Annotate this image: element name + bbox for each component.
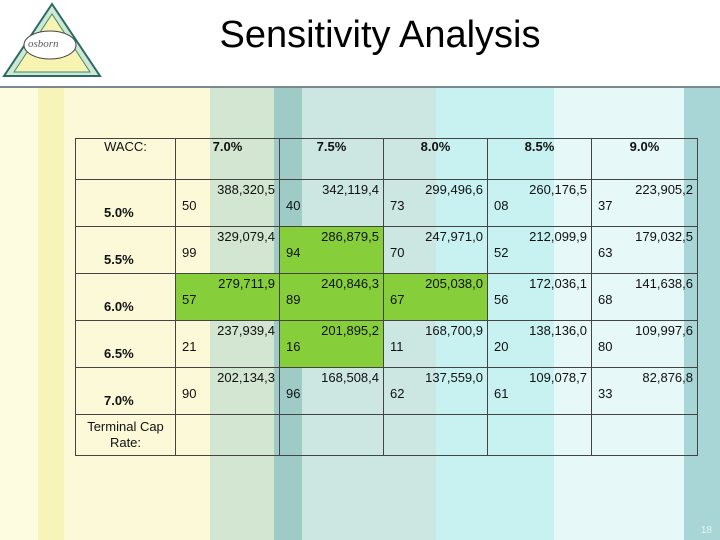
table-row: 7.0% 202,134,3 90 168,508,4 96 137,559,0 62…	[76, 368, 698, 415]
table-row: 5.5% 329,079,4 99 286,879,5 94 247,971,0 70…	[76, 227, 698, 274]
empty-cell	[384, 415, 488, 456]
wacc-column-header: 8.5%	[488, 139, 592, 180]
background-band-yellow	[38, 88, 64, 540]
empty-cell	[488, 415, 592, 456]
wacc-label: WACC:	[76, 139, 176, 180]
value-cell: 223,905,2 37	[592, 180, 698, 227]
table-row: 6.5% 237,939,4 21 201,895,2 16 168,700,9 11…	[76, 321, 698, 368]
terminal-row: Terminal Cap Rate:	[76, 415, 698, 456]
value-cell: 141,638,6 68	[592, 274, 698, 321]
slide-title: Sensitivity Analysis	[110, 14, 650, 57]
terminal-cap-rate-label: Terminal Cap Rate:	[76, 415, 176, 456]
logo-text: osborn	[28, 38, 59, 50]
wacc-column-header: 7.0%	[176, 139, 280, 180]
value-cell: 179,032,5 63	[592, 227, 698, 274]
table-row: 5.0% 388,320,5 50 342,119,4 40 299,496,6 73…	[76, 180, 698, 227]
wacc-column-header: 9.0%	[592, 139, 698, 180]
empty-cell	[592, 415, 698, 456]
table-row: 6.0% 279,711,9 57 240,846,3 89 205,038,0 67…	[76, 274, 698, 321]
wacc-column-header: 7.5%	[280, 139, 384, 180]
header-divider	[0, 86, 720, 88]
sensitivity-table: WACC: 7.0% 7.5% 8.0% 8.5% 9.0% 5.0% 388,…	[75, 138, 698, 456]
value-cell: 82,876,8 33	[592, 368, 698, 415]
header-row: WACC: 7.0% 7.5% 8.0% 8.5% 9.0%	[76, 139, 698, 180]
background-band-cream	[0, 88, 38, 540]
empty-cell	[176, 415, 280, 456]
empty-cell	[280, 415, 384, 456]
value-cell: 109,997,6 80	[592, 321, 698, 368]
page-number: 18	[701, 525, 712, 536]
wacc-column-header: 8.0%	[384, 139, 488, 180]
